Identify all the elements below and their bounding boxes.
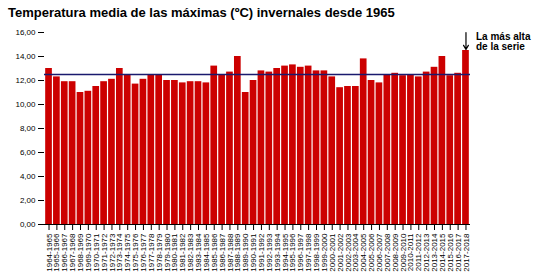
svg-text:1989-1990: 1989-1990: [241, 233, 251, 272]
svg-text:1993-1994: 1993-1994: [272, 233, 282, 272]
svg-text:2005-2006: 2005-2006: [367, 233, 377, 272]
svg-text:2,00: 2,00: [20, 196, 36, 205]
svg-text:2009-2010: 2009-2010: [398, 233, 408, 272]
svg-text:La más altade la serie: La más altade la serie: [476, 31, 531, 52]
svg-text:1974-1975: 1974-1975: [123, 233, 133, 272]
svg-text:1980-1981: 1980-1981: [170, 233, 180, 272]
svg-text:2002-2003: 2002-2003: [343, 233, 353, 272]
svg-text:1967-1968: 1967-1968: [68, 233, 78, 272]
svg-text:12,00: 12,00: [15, 76, 36, 85]
svg-text:1981-1982: 1981-1982: [178, 233, 188, 272]
svg-text:2012-2013: 2012-2013: [422, 233, 432, 272]
svg-text:2008-2009: 2008-2009: [390, 233, 400, 272]
svg-text:2010-2011: 2010-2011: [406, 233, 416, 272]
svg-text:6,00: 6,00: [20, 148, 36, 157]
svg-text:8,00: 8,00: [20, 124, 36, 133]
svg-text:0,00: 0,00: [20, 220, 36, 229]
svg-text:2013-2014: 2013-2014: [430, 233, 440, 272]
svg-text:1978-1979: 1978-1979: [154, 233, 164, 272]
svg-text:1991-1992: 1991-1992: [257, 233, 266, 272]
svg-text:1969-1970: 1969-1970: [83, 233, 93, 272]
svg-text:1970-1971: 1970-1971: [91, 233, 101, 272]
svg-text:1992-1993: 1992-1993: [264, 233, 274, 272]
svg-text:1964-1965: 1964-1965: [44, 233, 54, 272]
svg-text:2015-2016: 2015-2016: [445, 233, 455, 272]
svg-text:1979-1980: 1979-1980: [162, 233, 172, 272]
svg-text:1997-1998: 1997-1998: [304, 233, 314, 272]
svg-text:1985-1986: 1985-1986: [209, 233, 219, 272]
svg-text:2016-2017: 2016-2017: [453, 233, 463, 272]
svg-text:2011-2012: 2011-2012: [414, 233, 424, 272]
svg-text:1968-1969: 1968-1969: [76, 233, 86, 272]
svg-text:1977-1978: 1977-1978: [146, 233, 156, 272]
html-text:Temperatura media de las máxim: Temperatura media de las máximas (ºC) in…: [8, 5, 395, 20]
svg-text:2004-2005: 2004-2005: [359, 233, 369, 272]
svg-text:1998-1999: 1998-1999: [312, 233, 322, 272]
svg-text:10,00: 10,00: [15, 100, 36, 109]
svg-text:1999-2000: 1999-2000: [319, 233, 329, 272]
svg-text:1994-1995: 1994-1995: [280, 233, 290, 272]
svg-text:1972-1973: 1972-1973: [107, 233, 117, 272]
svg-text:1984-1985: 1984-1985: [201, 233, 211, 272]
svg-text:2017-2018: 2017-2018: [462, 233, 471, 272]
svg-text:1995-1996: 1995-1996: [288, 233, 298, 272]
svg-text:2014-2015: 2014-2015: [437, 233, 447, 272]
svg-text:2000-2001: 2000-2001: [327, 233, 337, 272]
svg-text:1987-1988: 1987-1988: [225, 233, 235, 272]
svg-text:1996-1997: 1996-1997: [296, 233, 306, 272]
svg-text:1988-1989: 1988-1989: [233, 233, 243, 272]
svg-text:1971-1972: 1971-1972: [99, 233, 109, 272]
svg-text:2001-2002: 2001-2002: [335, 233, 345, 272]
svg-text:2006-2007: 2006-2007: [375, 233, 384, 272]
svg-text:1965-1966: 1965-1966: [52, 233, 62, 272]
svg-text:2007-2008: 2007-2008: [382, 233, 392, 272]
svg-text:1966-1967: 1966-1967: [60, 233, 70, 272]
svg-text:4,00: 4,00: [20, 172, 36, 181]
svg-text:1983-1984: 1983-1984: [194, 233, 204, 272]
svg-text:1973-1974: 1973-1974: [115, 233, 125, 272]
svg-text:1986-1987: 1986-1987: [217, 233, 227, 272]
svg-text:14,00: 14,00: [15, 52, 36, 61]
svg-text:2003-2004: 2003-2004: [351, 233, 361, 272]
svg-text:1990-1991: 1990-1991: [249, 233, 259, 272]
svg-text:16,00: 16,00: [15, 28, 36, 37]
svg-text:1976-1977: 1976-1977: [139, 233, 148, 272]
svg-text:1982-1983: 1982-1983: [186, 233, 196, 272]
svg-text:1975-1976: 1975-1976: [131, 233, 141, 272]
